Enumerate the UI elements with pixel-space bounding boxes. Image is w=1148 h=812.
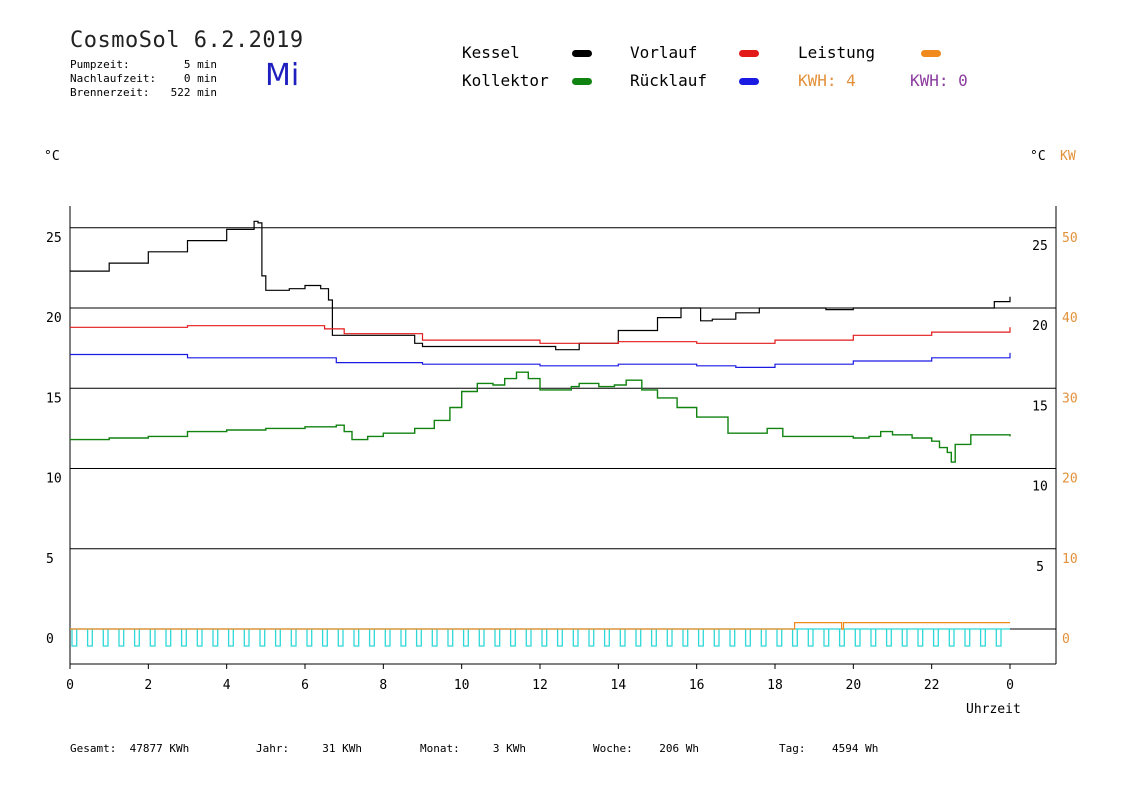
y-tick-left: 10: [46, 472, 62, 487]
tag-label: Tag:: [779, 742, 806, 755]
x-tick-label: 22: [924, 678, 940, 693]
tag-value: 4594 Wh: [832, 742, 879, 755]
footer-jahr: Jahr: 31 KWh: [256, 742, 362, 755]
x-tick-label: 0: [1006, 678, 1014, 693]
y-tick-right-kw: 10: [1062, 552, 1078, 567]
right-axis-unit-kw: KW: [1060, 149, 1076, 164]
x-axis-label: Uhrzeit: [966, 702, 1021, 717]
x-tick-label: 20: [846, 678, 862, 693]
x-tick-label: 8: [379, 678, 387, 693]
footer-monat: Monat: 3 KWh: [420, 742, 526, 755]
legend-vorlauf-swatch: [739, 50, 759, 57]
woche-label: Woche:: [593, 742, 633, 755]
pump-time-label: Pumpzeit:: [70, 58, 130, 71]
series-kessel-line: [70, 220, 1011, 351]
legend-kollektor-swatch: [572, 78, 592, 85]
legend-vorlauf-label: Vorlauf: [630, 43, 698, 62]
legend-kessel-swatch: [572, 50, 592, 57]
y-tick-right-c: 20: [1032, 319, 1048, 334]
x-tick-label: 6: [301, 678, 309, 693]
kwh-2-label: KWH:: [910, 71, 949, 90]
right-axis-unit: °C: [1030, 149, 1046, 164]
footer-gesamt: Gesamt: 47877 KWh: [70, 742, 189, 755]
kwh-1-label: KWH:: [798, 71, 837, 90]
jahr-label: Jahr:: [256, 742, 290, 755]
legend-leistung-swatch: [921, 50, 941, 57]
x-tick-label: 2: [144, 678, 152, 693]
y-tick-left: 25: [46, 231, 62, 246]
footer-woche: Woche: 206 Wh: [593, 742, 699, 755]
y-tick-left: 20: [46, 311, 62, 326]
legend-ruecklauf-label: Rücklauf: [630, 71, 708, 90]
y-tick-right-kw: 20: [1062, 472, 1078, 487]
x-tick-label: 14: [611, 678, 627, 693]
app-title: CosmoSol 6.2.2019: [70, 28, 304, 53]
y-tick-right-kw: 30: [1062, 391, 1078, 406]
x-tick-label: 10: [454, 678, 470, 693]
kwh-total-1: KWH: 4: [798, 71, 856, 90]
x-tick-label: 18: [767, 678, 783, 693]
y-tick-right-c: 5: [1036, 560, 1044, 575]
y-tick-right-kw: 50: [1062, 231, 1078, 246]
gesamt-value: 47877 KWh: [129, 742, 190, 755]
legend-leistung-label: Leistung: [798, 43, 876, 62]
nachlauf-time-label: Nachlaufzeit:: [70, 72, 157, 85]
kwh-total-2: KWH: 0: [910, 71, 968, 90]
left-axis-unit: °C: [44, 149, 60, 164]
x-tick-label: 4: [223, 678, 231, 693]
brenner-time-label: Brennerzeit:: [70, 86, 150, 99]
gesamt-label: Gesamt:: [70, 742, 117, 755]
woche-value: 206 Wh: [659, 742, 699, 755]
y-tick-right-c: 10: [1032, 480, 1048, 495]
series-kollektor-line: [70, 371, 1011, 463]
y-tick-left: 0: [46, 632, 54, 647]
pump-time-row: Pumpzeit: 5 min: [70, 58, 217, 71]
nachlauf-time-row: Nachlaufzeit: 0 min: [70, 72, 217, 85]
jahr-value: 31 KWh: [322, 742, 362, 755]
x-tick-label: 16: [689, 678, 705, 693]
x-tick-label: 0: [66, 678, 74, 693]
brenner-time-row: Brennerzeit: 522 min: [70, 86, 217, 99]
y-tick-right-kw: 40: [1062, 311, 1078, 326]
y-tick-left: 15: [46, 391, 62, 406]
y-tick-right-c: 15: [1032, 399, 1048, 414]
monat-label: Monat:: [420, 742, 460, 755]
y-tick-left: 5: [46, 552, 54, 567]
kwh-2-value: 0: [958, 71, 968, 90]
brenner-time-value: 522 min: [170, 86, 217, 99]
footer-tag: Tag: 4594 Wh: [779, 742, 878, 755]
monat-value: 3 KWh: [492, 742, 526, 755]
pump-pulses: [71, 629, 1002, 647]
series-leistung-line: [70, 622, 1010, 630]
nachlauf-time-value: 0 min: [183, 72, 217, 85]
y-tick-right-c: 25: [1032, 239, 1048, 254]
series-ruecklauf-line: [70, 352, 1011, 368]
series-vorlauf-line: [70, 325, 1011, 344]
kwh-1-value: 4: [846, 71, 856, 90]
weekday-label: Mi: [265, 58, 300, 93]
pump-time-value: 5 min: [183, 58, 217, 71]
legend-kollektor-label: Kollektor: [462, 71, 549, 90]
y-tick-right-kw: 0: [1062, 632, 1070, 647]
legend-ruecklauf-swatch: [739, 78, 759, 85]
legend-kessel-label: Kessel: [462, 43, 520, 62]
x-tick-label: 12: [532, 678, 548, 693]
